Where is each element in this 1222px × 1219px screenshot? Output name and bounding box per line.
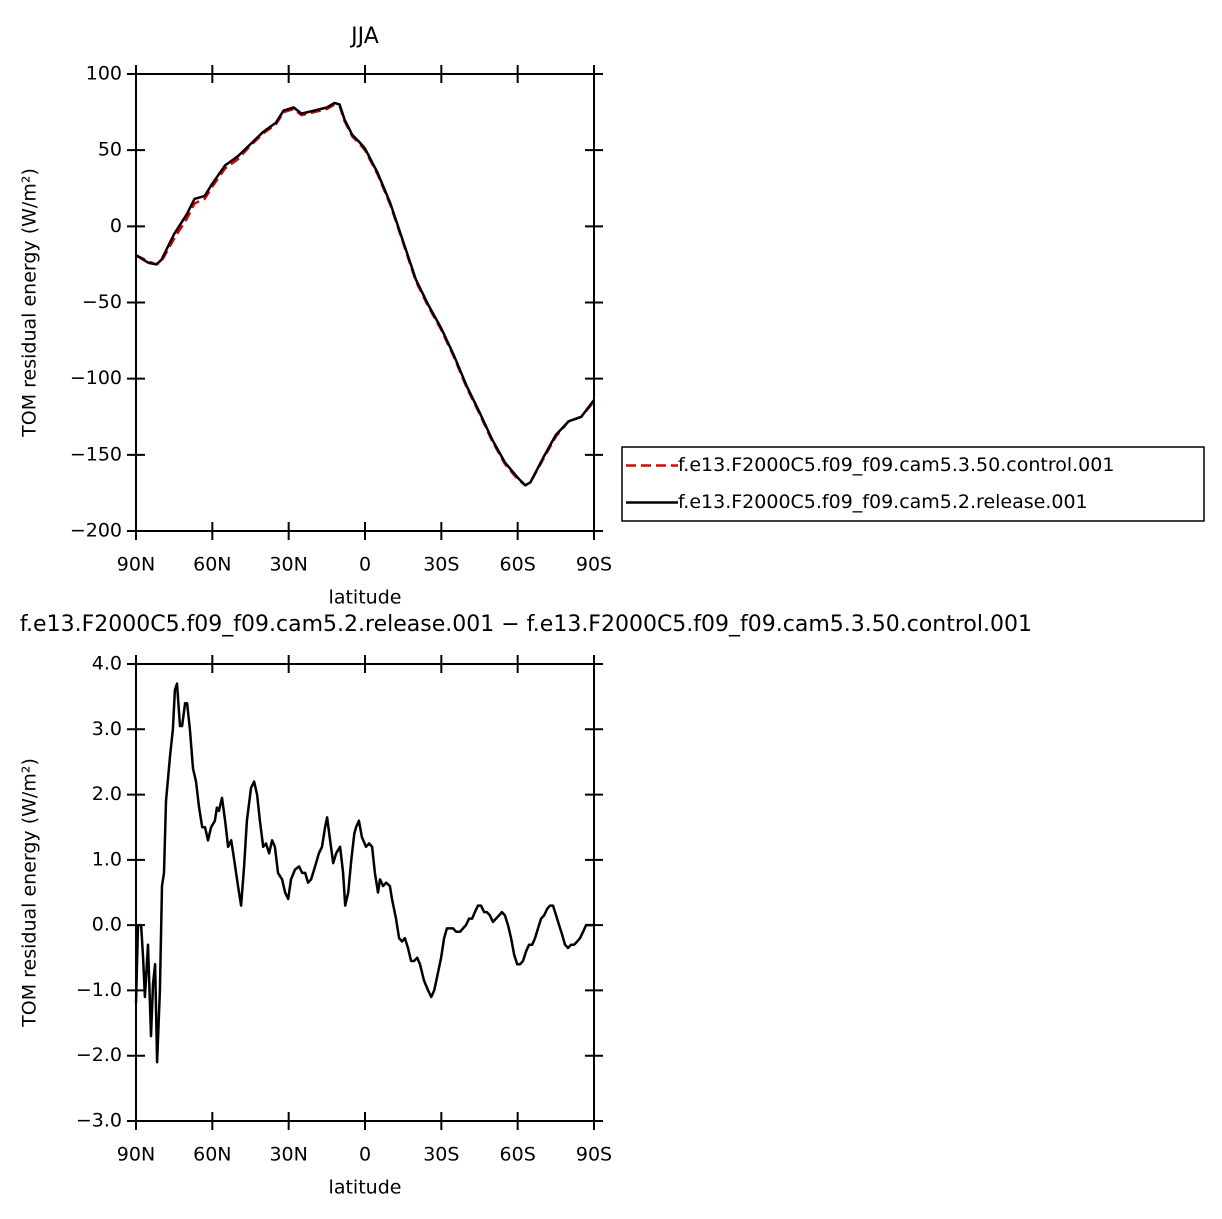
data-line (135, 103, 595, 487)
y-tick-label: −50 (82, 291, 122, 313)
x-tick-label: 90S (576, 1144, 612, 1166)
y-tick-label: −1.0 (76, 979, 122, 1001)
y-tick-label: −200 (70, 520, 122, 542)
x-axis-label: latitude (329, 1177, 402, 1199)
x-tick-label: 90N (117, 554, 155, 576)
x-tick-label: 60N (193, 1144, 231, 1166)
y-tick-label: 4.0 (92, 653, 122, 675)
y-tick-label: 2.0 (92, 783, 122, 805)
data-line (135, 101, 595, 487)
plot-frame (135, 663, 595, 1122)
x-tick-label: 0 (359, 554, 371, 576)
y-tick-label: 0 (110, 215, 122, 237)
plot-frame (135, 73, 595, 532)
x-tick-label: 90S (576, 554, 612, 576)
x-tick-label: 90N (117, 1144, 155, 1166)
x-tick-label: 30S (423, 1144, 459, 1166)
y-tick-label: −100 (70, 367, 122, 389)
x-tick-label: 30N (269, 554, 307, 576)
data-line (134, 682, 594, 1064)
x-tick-label: 0 (359, 1144, 371, 1166)
x-tick-label: 60N (193, 554, 231, 576)
y-axis-label: TOM residual energy (W/m²) (19, 758, 41, 1028)
chart-title: JJA (349, 24, 379, 49)
y-tick-label: 100 (86, 63, 122, 85)
legend-label: f.e13.F2000C5.f09_f09.cam5.2.release.001 (678, 491, 1088, 513)
y-tick-label: −3.0 (76, 1110, 122, 1132)
y-tick-label: −2.0 (76, 1044, 122, 1066)
x-axis-label: latitude (329, 587, 402, 609)
y-tick-label: 3.0 (92, 718, 122, 740)
y-tick-label: 1.0 (92, 848, 122, 870)
y-tick-label: 0.0 (92, 914, 122, 936)
chart-title: f.e13.F2000C5.f09_f09.cam5.2.release.001… (20, 612, 1032, 637)
legend-box (621, 446, 1205, 522)
y-tick-label: −150 (70, 443, 122, 465)
legend-label: f.e13.F2000C5.f09_f09.cam5.3.50.control.… (678, 454, 1114, 476)
x-tick-label: 30N (269, 1144, 307, 1166)
x-tick-label: 60S (500, 554, 536, 576)
y-axis-label: TOM residual energy (W/m²) (19, 168, 41, 438)
x-tick-label: 60S (500, 1144, 536, 1166)
x-tick-label: 30S (423, 554, 459, 576)
y-tick-label: 50 (98, 139, 122, 161)
